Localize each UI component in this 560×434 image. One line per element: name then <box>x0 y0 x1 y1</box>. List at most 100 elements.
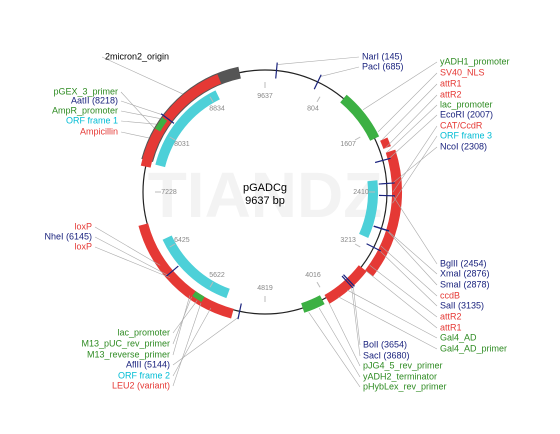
plasmid-size: 9637 bp <box>245 195 285 207</box>
site-tick <box>160 113 175 124</box>
leader-line <box>386 230 438 286</box>
leader-line <box>172 307 212 377</box>
leader-line <box>381 83 438 141</box>
leader-line <box>120 131 150 139</box>
leader-line <box>377 72 438 133</box>
leader-line <box>172 302 202 387</box>
feature-label: pHybLex_rev_primer <box>363 381 447 391</box>
leader-line <box>172 300 198 334</box>
feature-label: 2micron2_origin <box>105 51 169 61</box>
scale-label: 804 <box>307 106 319 113</box>
feature-label: attR2 <box>440 89 462 99</box>
scale-tick <box>316 281 321 288</box>
scale-tick <box>209 281 214 288</box>
feature-label: ORF frame 1 <box>66 115 118 125</box>
leader-line <box>94 246 170 278</box>
site-tick <box>341 275 354 289</box>
feature-label: M13_reverse_primer <box>87 349 170 359</box>
leader-line <box>338 296 438 350</box>
feature-label: BolI (3654) <box>363 339 407 349</box>
leader-line <box>347 289 438 339</box>
feature-arc <box>380 137 391 149</box>
site-tick <box>313 74 322 90</box>
feature-arc <box>192 291 205 302</box>
leader-line <box>365 270 438 329</box>
feature-arc <box>340 94 380 141</box>
leader-line <box>320 66 360 77</box>
scale-label: 5622 <box>209 272 225 279</box>
leader-line <box>392 146 438 184</box>
leader-line <box>388 114 438 160</box>
feature-label: lac_promoter <box>117 327 170 337</box>
feature-arc <box>138 223 234 319</box>
feature-label: EcoRI (2007) <box>440 109 493 119</box>
leader-line <box>101 56 183 95</box>
leader-line <box>318 307 361 378</box>
scale-label: 6425 <box>174 237 190 244</box>
feature-label: yADH2_terminator <box>363 371 437 381</box>
feature-arc <box>324 265 367 304</box>
leader-line <box>120 100 163 116</box>
scale-tick <box>354 136 361 141</box>
leader-line <box>362 61 438 110</box>
feature-label: lac_promoter <box>440 99 493 109</box>
site-tick <box>378 182 395 185</box>
feature-label: SmaI (2878) <box>440 279 490 289</box>
feature-label: ORF frame 2 <box>118 370 170 380</box>
feature-label: LEU2 (variant) <box>112 380 170 390</box>
feature-label: PacI (685) <box>362 61 404 71</box>
feature-label: Gal4_AD_primer <box>440 343 507 353</box>
leader-line <box>352 284 361 346</box>
scale-label: 4016 <box>305 272 321 279</box>
scale-tick <box>169 243 176 248</box>
leader-line <box>392 195 438 265</box>
site-tick <box>373 225 390 232</box>
feature-arc <box>359 180 378 238</box>
site-tick <box>165 265 179 277</box>
feature-label: NheI (6145) <box>44 231 92 241</box>
feature-label: XmaI (2876) <box>440 268 490 278</box>
feature-label: CAT/CcdR <box>440 120 483 130</box>
scale-label: 2410 <box>353 189 369 196</box>
scale-label: 9637 <box>257 93 273 100</box>
scale-label: 4819 <box>257 285 273 292</box>
leader-line <box>351 286 361 357</box>
scale-label: 1607 <box>340 141 356 148</box>
leader-line <box>369 265 438 318</box>
leader-line <box>172 295 191 356</box>
feature-label: ORF frame 3 <box>440 130 492 140</box>
feature-label: Gal4_AD <box>440 332 477 342</box>
feature-arc <box>155 117 168 132</box>
feature-label: Ampicillin <box>80 126 118 136</box>
leader-line <box>120 110 161 119</box>
feature-label: NarI (145) <box>362 51 403 61</box>
leader-line <box>392 135 438 204</box>
feature-label: attR1 <box>440 322 462 332</box>
site-tick <box>237 303 242 320</box>
scale-label: 3213 <box>340 237 356 244</box>
leader-line <box>308 312 361 388</box>
leader-line <box>172 296 192 345</box>
site-tick <box>343 274 355 287</box>
feature-label: AflII (5144) <box>126 359 170 369</box>
feature-arc <box>162 235 230 299</box>
scale-label: 8834 <box>209 106 225 113</box>
feature-arc <box>140 74 222 168</box>
leader-line <box>380 245 438 297</box>
backbone <box>142 69 388 315</box>
feature-label: BglII (2454) <box>440 258 487 268</box>
feature-label: SalI (3135) <box>440 300 484 310</box>
leader-line <box>392 125 438 193</box>
leader-line <box>386 104 438 153</box>
leader-line <box>94 226 161 266</box>
site-tick <box>374 157 391 164</box>
feature-label: AmpR_promoter <box>52 105 118 115</box>
watermark: TIANDZ <box>148 159 383 231</box>
scale-tick <box>169 136 176 141</box>
scale-tick <box>209 96 214 103</box>
feature-label: SacI (3680) <box>363 350 410 360</box>
feature-label: yADH1_promoter <box>440 56 510 66</box>
feature-arc <box>155 90 220 168</box>
scale-label: 7228 <box>161 189 177 196</box>
scale-tick <box>354 243 361 248</box>
